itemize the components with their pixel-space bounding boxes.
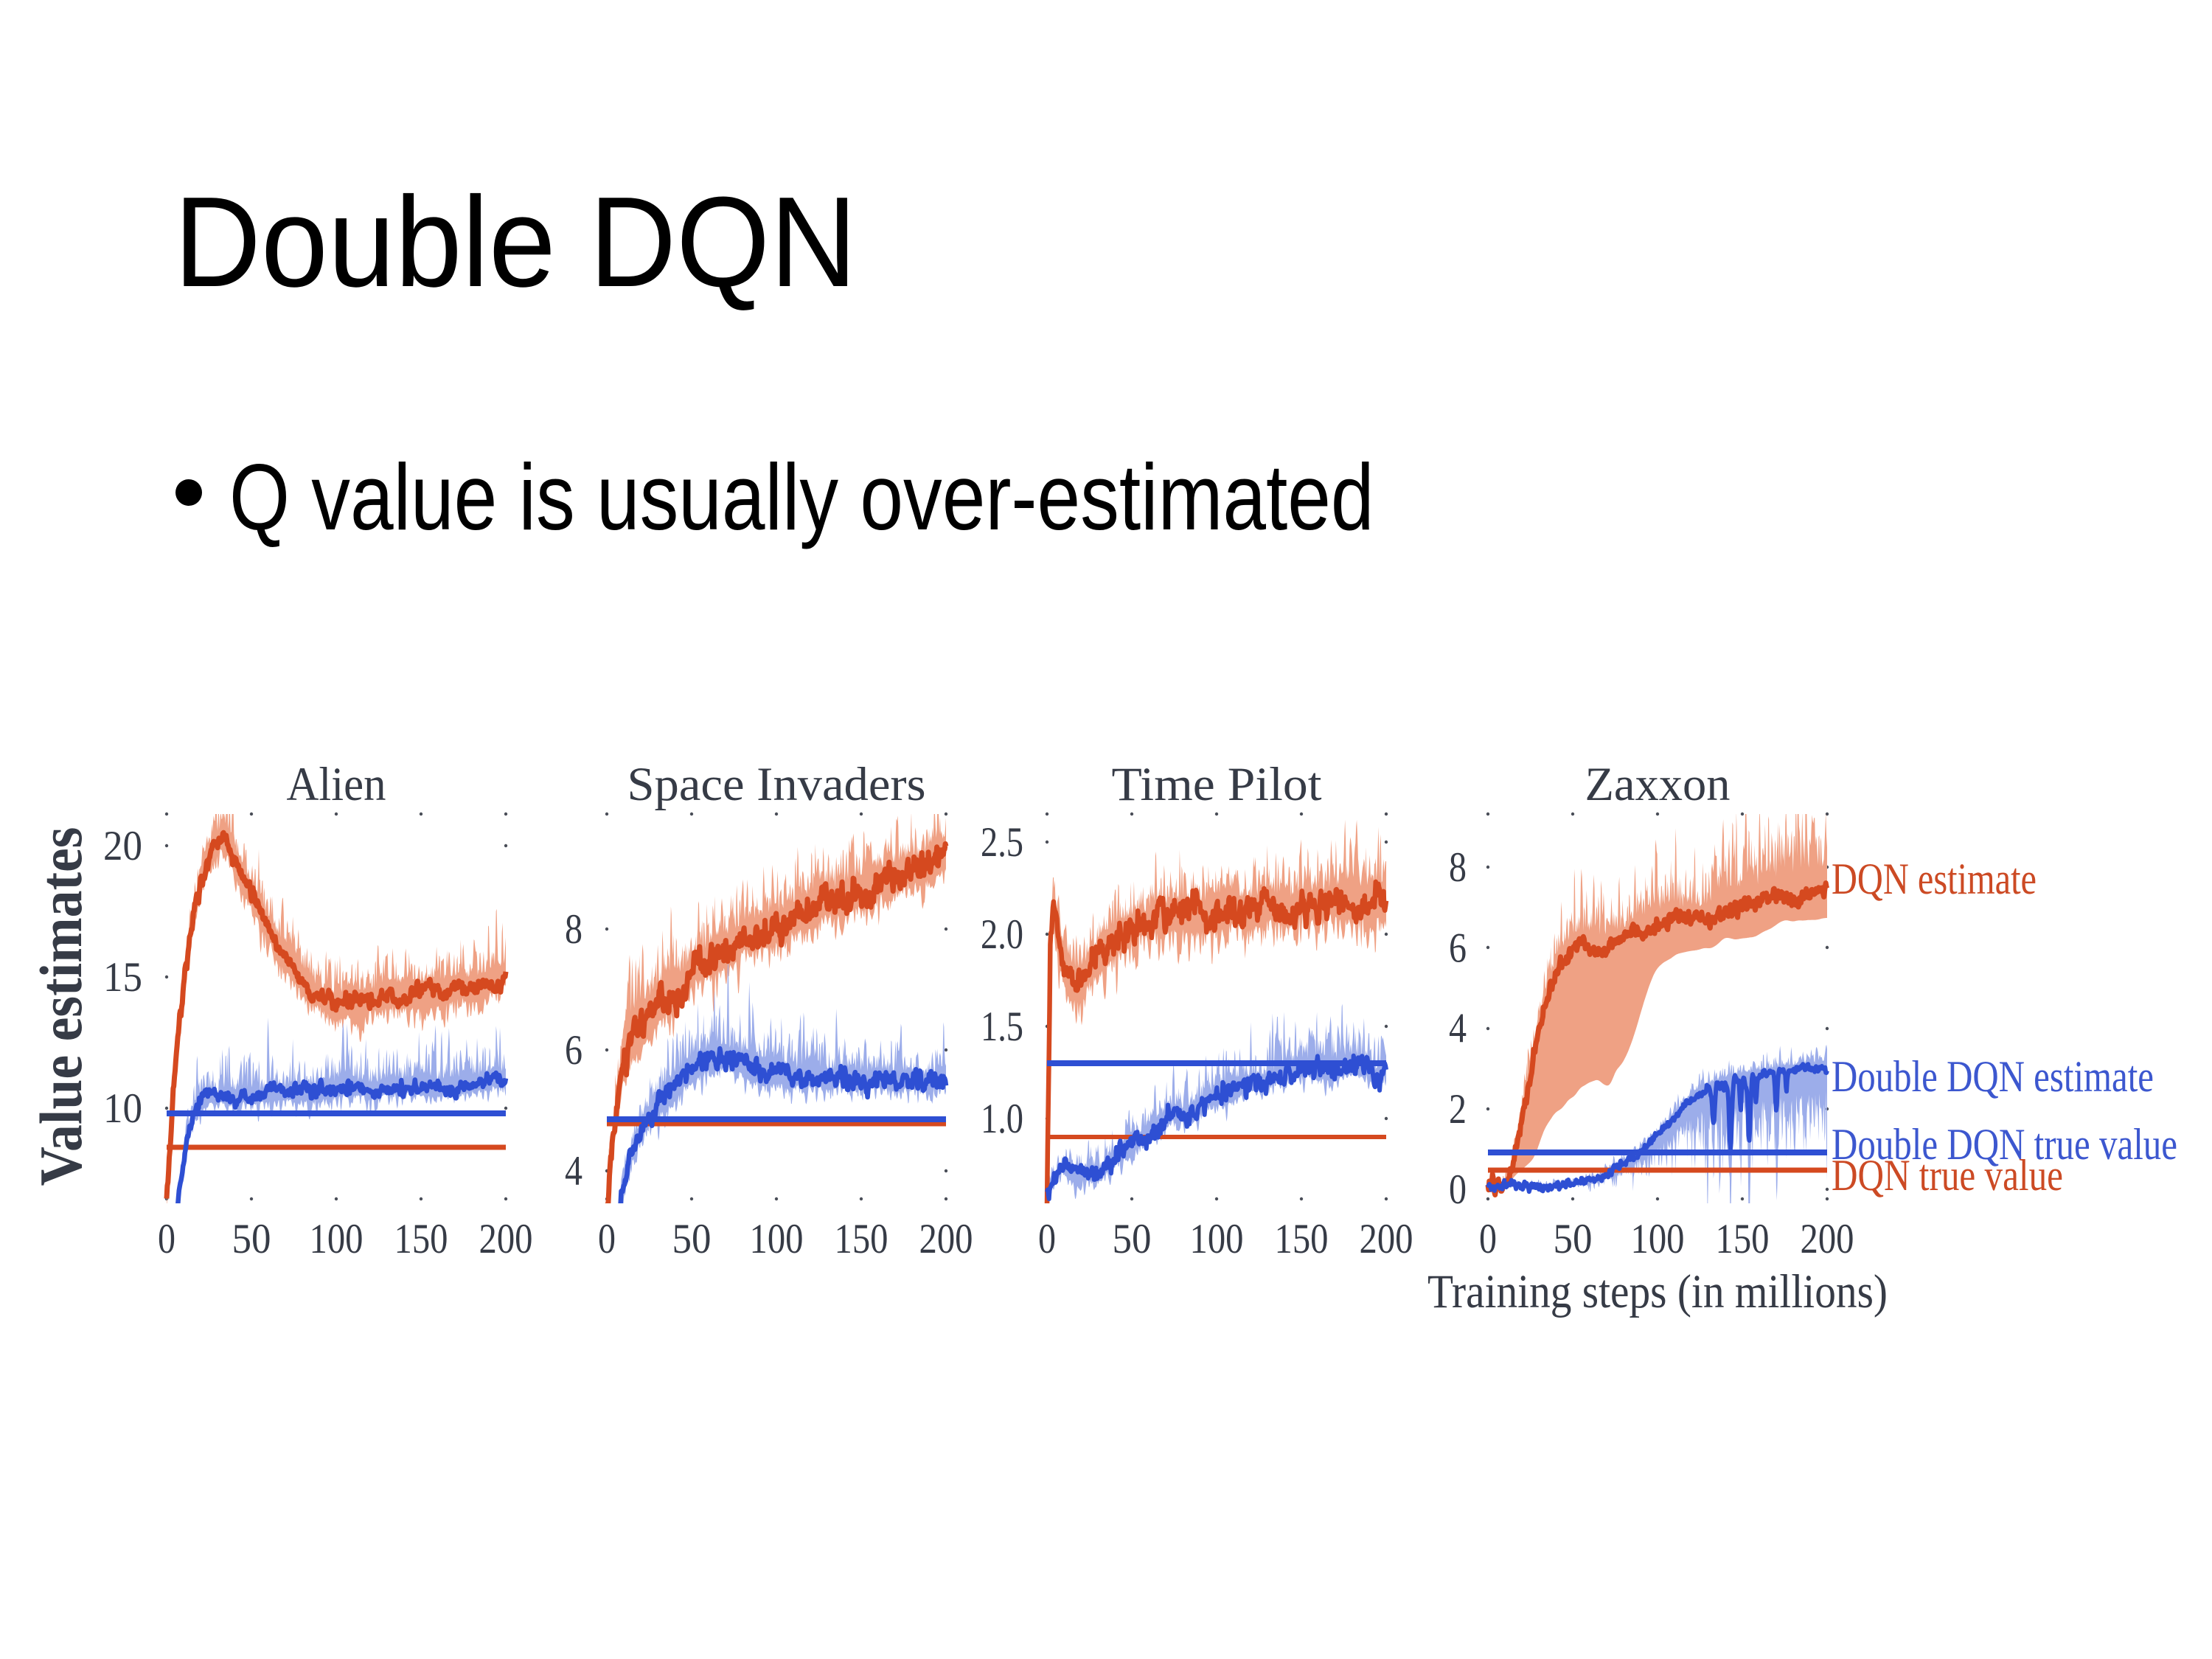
svg-text:0: 0 [1038,1216,1056,1262]
svg-text:100: 100 [310,1216,364,1262]
svg-text:0: 0 [598,1216,616,1262]
svg-text:2.5: 2.5 [981,819,1023,866]
svg-text:150: 150 [1275,1216,1329,1262]
svg-text:200: 200 [1801,1216,1854,1262]
svg-text:10: 10 [103,1085,142,1132]
svg-text:4: 4 [1449,1006,1467,1052]
svg-text:150: 150 [1716,1216,1770,1262]
svg-text:1.0: 1.0 [981,1096,1023,1142]
svg-text:20: 20 [103,823,142,869]
svg-text:8: 8 [1449,844,1467,891]
svg-text:6: 6 [1449,925,1467,971]
svg-text:0: 0 [158,1216,175,1262]
svg-text:Double DQN true value: Double DQN true value [1832,1120,2177,1169]
svg-text:200: 200 [479,1216,533,1262]
svg-text:50: 50 [672,1216,712,1262]
svg-text:Value estimates: Value estimates [27,827,94,1186]
svg-text:1.5: 1.5 [981,1004,1023,1050]
svg-text:150: 150 [835,1216,888,1262]
svg-text:DQN estimate: DQN estimate [1832,855,2037,903]
svg-text:6: 6 [565,1027,582,1074]
svg-text:200: 200 [1360,1216,1413,1262]
svg-text:15: 15 [103,954,142,1001]
svg-text:100: 100 [750,1216,804,1262]
svg-text:100: 100 [1190,1216,1244,1262]
svg-text:50: 50 [232,1216,271,1262]
svg-text:0: 0 [1479,1216,1497,1262]
svg-text:Double DQN estimate: Double DQN estimate [1832,1052,2154,1101]
svg-text:2: 2 [1449,1086,1467,1133]
svg-text:Space Invaders: Space Invaders [627,758,926,811]
svg-text:150: 150 [394,1216,448,1262]
svg-text:50: 50 [1113,1216,1152,1262]
svg-text:2.0: 2.0 [981,911,1023,958]
svg-text:100: 100 [1631,1216,1685,1262]
svg-text:200: 200 [919,1216,973,1262]
svg-text:0: 0 [1449,1166,1467,1213]
svg-text:DQN true value: DQN true value [1832,1151,2063,1200]
svg-text:Zaxxon: Zaxxon [1585,758,1731,811]
svg-text:8: 8 [565,906,582,953]
svg-text:4: 4 [565,1148,582,1194]
svg-text:Time Pilot: Time Pilot [1112,758,1322,811]
svg-text:Alien: Alien [287,758,386,811]
svg-text:50: 50 [1554,1216,1593,1262]
svg-text:Training steps (in millions): Training steps (in millions) [1427,1265,1888,1318]
